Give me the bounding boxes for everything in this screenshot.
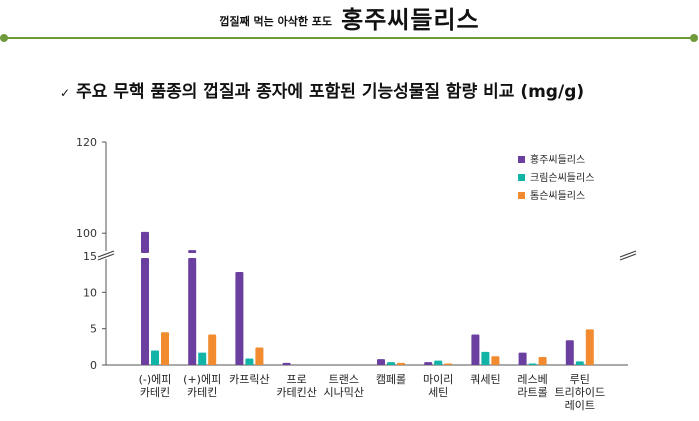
x-tick-label: 마이리 세틴 xyxy=(423,373,453,399)
bar xyxy=(151,350,159,365)
chart-heading: ✓ 주요 무핵 품종의 껍질과 종자에 포함된 기능성물질 함량 비교 (mg/g… xyxy=(60,80,690,106)
bar xyxy=(434,360,443,365)
bar xyxy=(141,231,149,253)
legend-label: 홍주씨들리스 xyxy=(530,153,585,166)
x-tick-label-line: 마이리 xyxy=(423,373,453,386)
axis-break-mark xyxy=(619,253,637,261)
axis-break-mark xyxy=(97,250,115,258)
legend-label: 크림슨씨들리스 xyxy=(530,172,594,184)
bar xyxy=(245,358,254,365)
x-tick-label-line: 레이트 xyxy=(565,399,595,412)
bar xyxy=(161,332,169,365)
x-tick-label: 캠페롤 xyxy=(376,373,406,386)
y-tick-label: 5 xyxy=(90,323,97,336)
x-tick-label-line: 쿼세틴 xyxy=(470,373,500,386)
legend-swatch xyxy=(518,156,525,163)
bar xyxy=(387,362,395,365)
y-tick-label: 15 xyxy=(83,250,97,263)
x-tick-label-line: 프로 xyxy=(286,373,306,386)
x-tick-label-line: 레스베 xyxy=(517,373,547,386)
bar xyxy=(235,271,244,365)
x-tick-label-line: 루틴 xyxy=(570,373,590,386)
x-tick-label-line: 카테킨 xyxy=(140,386,170,399)
check-icon: ✓ xyxy=(60,86,71,100)
x-tick-label-line: 캠페롤 xyxy=(376,373,406,386)
bar xyxy=(198,352,207,365)
x-tick-label-line: (+)에피 xyxy=(183,373,221,386)
x-tick-label-line: 트랜스 xyxy=(329,373,359,386)
x-tick-label: 트랜스 시나믹산 xyxy=(324,373,364,399)
y-tick-label: 100 xyxy=(76,227,97,240)
bar xyxy=(397,362,405,365)
x-tick-label-line: 카테킨 xyxy=(187,386,217,399)
header-main-title: 홍주씨들리스 xyxy=(341,6,480,34)
divider-dot-right xyxy=(690,34,698,42)
axis-break-gap-left xyxy=(98,251,114,259)
x-tick-label-line: 시나믹산 xyxy=(324,386,364,399)
x-tick-label-line: 라트롤 xyxy=(517,386,547,399)
bar xyxy=(528,363,537,366)
axis-break-gap-right xyxy=(620,251,636,259)
x-tick-label-line: 카프릭산 xyxy=(229,373,269,386)
legend-swatch xyxy=(518,192,525,199)
x-tick-label-line: 세틴 xyxy=(428,386,448,399)
x-tick-label: 카프릭산 xyxy=(229,373,269,386)
x-tick-label: (+)에피 카테킨 xyxy=(183,373,221,399)
bar xyxy=(565,340,574,365)
y-tick-label: 120 xyxy=(76,136,97,149)
axis-break-mark xyxy=(619,250,637,258)
bar xyxy=(424,362,433,365)
x-tick-label: 루틴 트리하이드 레이트 xyxy=(554,373,605,412)
bar xyxy=(188,250,197,253)
bar xyxy=(518,352,527,365)
x-tick-label-line: 트리하이드 xyxy=(554,385,605,399)
x-tick-label-line: 카테킨산 xyxy=(276,386,316,399)
x-tick-label: 프로 카테킨산 xyxy=(276,373,316,399)
bar xyxy=(141,258,149,365)
header-divider xyxy=(0,34,698,42)
x-tick-label: (-)에피 카테킨 xyxy=(139,373,172,399)
bar xyxy=(575,361,584,365)
bar xyxy=(491,356,500,365)
x-tick-label-line: (-)에피 xyxy=(139,373,172,386)
y-tick-label: 10 xyxy=(83,286,97,299)
divider-dot-left xyxy=(0,34,8,42)
bar xyxy=(481,351,490,365)
bar xyxy=(282,362,291,365)
header-title: 껍질째 먹는 아삭한 포도 홍주씨들리스 xyxy=(0,0,699,36)
bar xyxy=(538,357,547,365)
header-subtitle: 껍질째 먹는 아삭한 포도 xyxy=(219,15,333,28)
x-tick-label: 레스베 라트롤 xyxy=(517,373,547,399)
bar xyxy=(188,258,197,365)
y-tick-label: 0 xyxy=(90,359,97,372)
bar xyxy=(377,359,385,365)
chart-heading-text: 주요 무핵 품종의 껍질과 종자에 포함된 기능성물질 함량 비교 (mg/g) xyxy=(76,82,585,102)
x-tick-label: 쿼세틴 xyxy=(470,373,500,386)
bar xyxy=(471,334,480,365)
bar xyxy=(255,347,264,365)
bar xyxy=(585,329,594,365)
bar xyxy=(208,334,217,365)
bar xyxy=(444,363,453,366)
axis-break-mark xyxy=(97,253,115,261)
legend-label: 톰슨씨들리스 xyxy=(530,190,585,202)
legend-swatch xyxy=(518,174,525,181)
